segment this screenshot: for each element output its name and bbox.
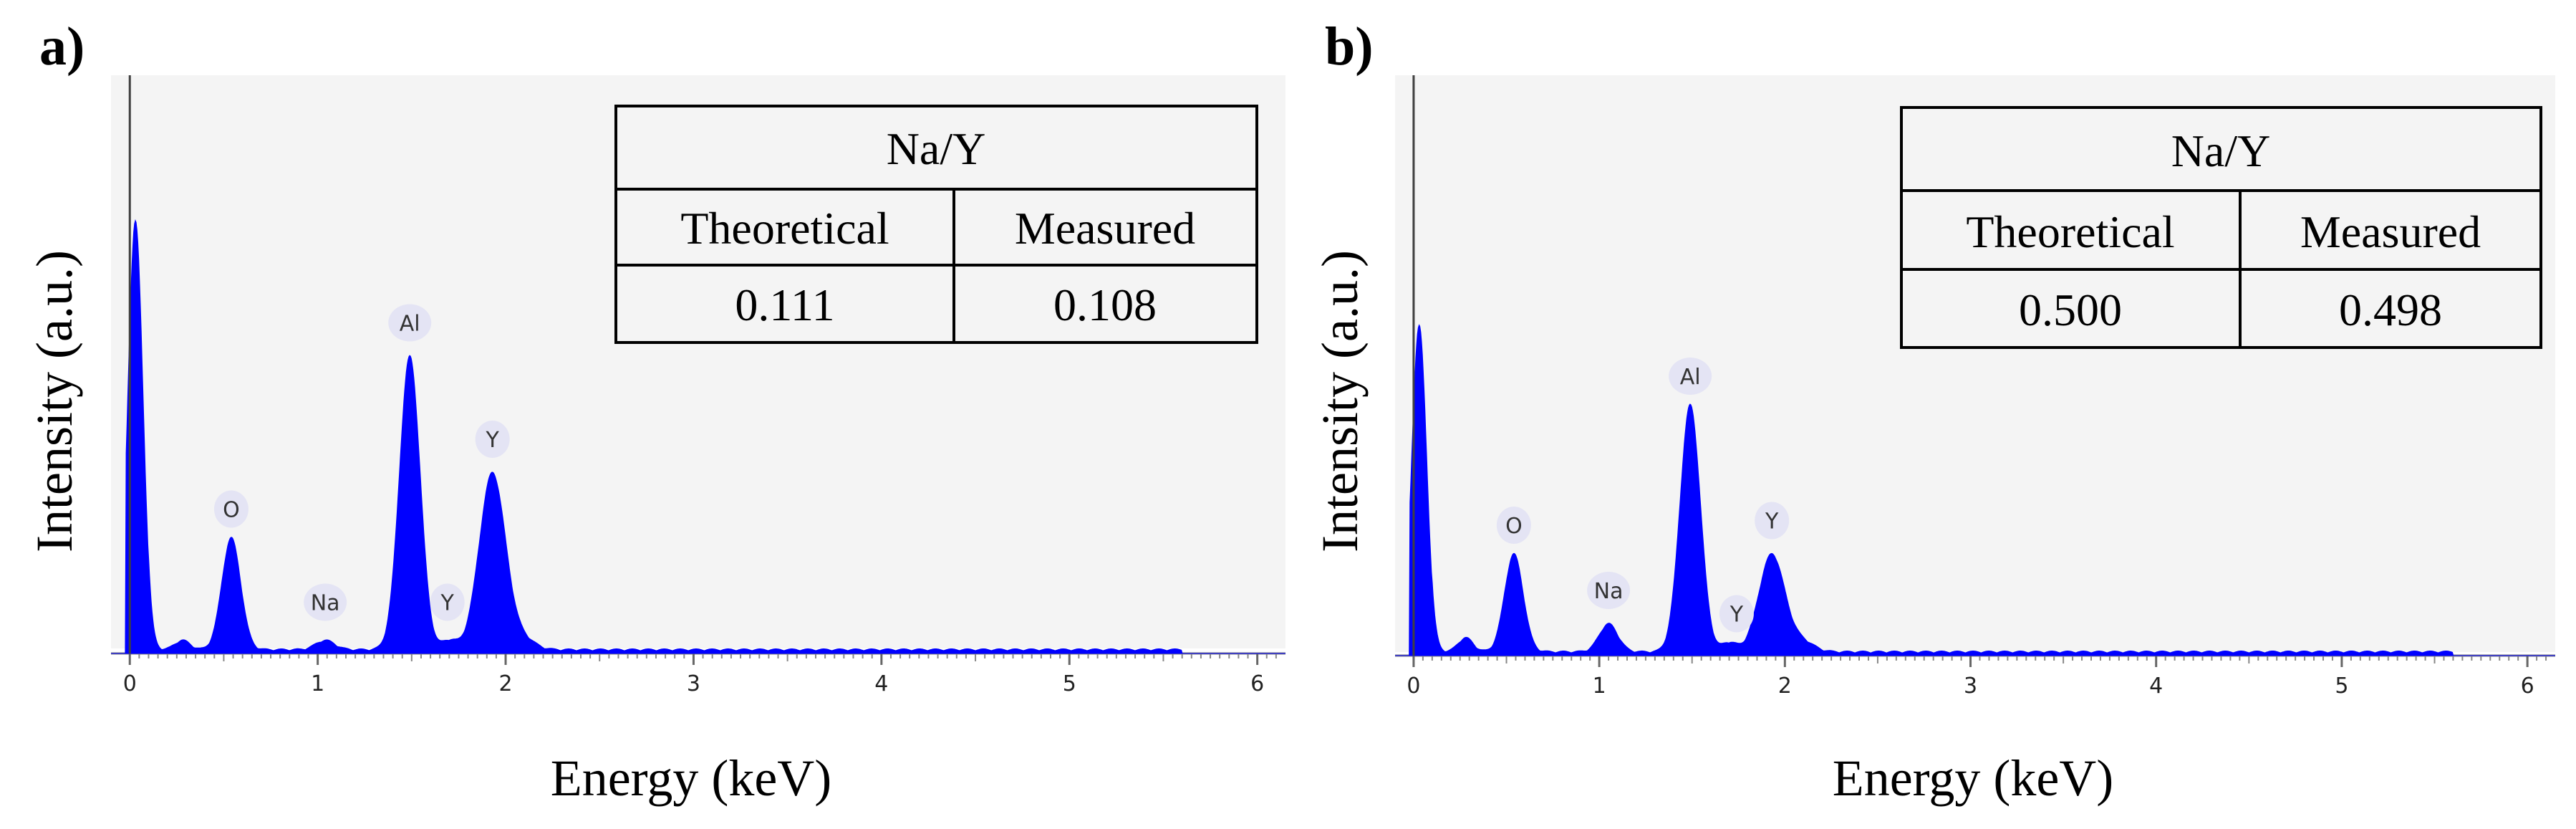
peak-label-text: Al xyxy=(1680,365,1701,390)
panel-a-x-tick-label: 0 xyxy=(123,671,137,696)
panel-b-spectrum xyxy=(1395,75,2555,656)
peak-label-bubble xyxy=(213,490,249,528)
peak-label-text: Y xyxy=(486,428,500,453)
panel-b-peak-label-o: O xyxy=(1496,507,1531,544)
panel-b-x-tick-label: 6 xyxy=(2521,674,2534,699)
panel-a-x-axis-label: Energy (keV) xyxy=(551,749,832,807)
panel-a-x-tick-label: 1 xyxy=(311,671,324,696)
panel-a-table-border xyxy=(614,105,1258,344)
panel-a-table-value-measured: 0.108 xyxy=(1053,279,1157,330)
panel-a-table-header-theoretical: Theoretical xyxy=(680,203,889,254)
peak-label-bubble xyxy=(304,583,347,621)
peak-label-text: Y xyxy=(440,591,455,616)
panel-b-table-value-theoretical: 0.500 xyxy=(2019,284,2122,335)
panel-a-spectrum-area xyxy=(111,219,1285,654)
panel-b-inset-table: Na/Y Theoretical Measured 0.500 0.498 xyxy=(1900,106,2542,349)
panel-a-table-value-theoretical: 0.111 xyxy=(735,279,834,330)
panel-b-x-tick-label: 3 xyxy=(1964,674,1977,699)
panel-a-x-tick-label: 2 xyxy=(498,671,512,696)
peak-label-text: O xyxy=(223,498,240,523)
panel-b-table-border xyxy=(1900,106,2542,349)
panel-a-label: a) xyxy=(39,16,85,77)
panel-b-table-header-theoretical: Theoretical xyxy=(1966,206,2174,257)
peak-label-bubble xyxy=(1755,502,1790,540)
peak-label-text: Na xyxy=(311,591,340,616)
panel-b-y-axis-label: Intensity (a.u.) xyxy=(1311,250,1369,552)
panel-a-peak-label-o: O xyxy=(213,490,249,528)
peak-label-text: Y xyxy=(1765,509,1779,535)
peak-label-text: Na xyxy=(1594,579,1624,604)
panel-b-peak-label-y: Y xyxy=(1719,595,1754,633)
panel-a-table-title: Na/Y xyxy=(887,123,986,174)
panel-b-table-header-measured: Measured xyxy=(2300,206,2481,257)
peak-label-bubble xyxy=(430,583,465,621)
panel-b: b) Intensity (a.u.) Energy (keV) 0 1 2 3 4 5 6… xyxy=(1311,16,2555,807)
peak-label-bubble xyxy=(1719,595,1754,633)
peak-label-bubble xyxy=(475,421,510,458)
peak-label-bubble xyxy=(1587,572,1631,609)
panel-a-inset-table: Na/Y Theoretical Measured 0.111 0.108 xyxy=(614,105,1258,344)
panel-a-x-tick-label: 3 xyxy=(687,671,700,696)
panel-a-x-tick-label: 4 xyxy=(874,671,888,696)
panel-b-peak-label-al: Al xyxy=(1669,358,1712,395)
peak-label-text: O xyxy=(1505,514,1523,539)
peak-label-text: Y xyxy=(1730,603,1744,628)
panel-b-peak-label-na: Na xyxy=(1587,572,1631,609)
panel-b-x-tick-label: 2 xyxy=(1778,674,1792,699)
panel-a-peak-label-na: Na xyxy=(304,583,347,621)
panel-b-x-tick-label: 1 xyxy=(1593,674,1606,699)
panel-a-peak-label-y: Y xyxy=(475,421,510,458)
peak-label-bubble xyxy=(388,304,432,342)
panel-b-x-tick-label: 0 xyxy=(1407,674,1420,699)
panel-a-spectrum xyxy=(111,75,1285,654)
panel-a-plot-area xyxy=(111,75,1285,648)
peak-label-bubble xyxy=(1496,507,1531,544)
panel-a-table-header-measured: Measured xyxy=(1015,203,1195,254)
panel-b-label: b) xyxy=(1325,16,1374,77)
panel-b-plot-area xyxy=(1395,75,2555,652)
panel-a-peak-label-y: Y xyxy=(430,583,465,621)
panel-b-peak-labels: O Na Al Y Y xyxy=(1496,358,1790,633)
panel-b-x-axis-label: Energy (keV) xyxy=(1833,749,2114,807)
panel-a-peak-label-al: Al xyxy=(388,304,432,342)
panel-a-y-axis-label: Intensity (a.u.) xyxy=(26,250,83,552)
panel-b-x-ticks: 0 1 2 3 4 5 6 xyxy=(1395,654,2555,699)
panel-a: a) Intensity (a.u.) Energy (keV) 0 1 2 3 4 5 6… xyxy=(26,16,1285,807)
panel-a-x-ticks: 0 1 2 3 4 5 6 xyxy=(111,652,1285,696)
panel-b-peak-label-y: Y xyxy=(1755,502,1790,540)
panel-a-peak-labels: O Na Al Y Y xyxy=(213,304,510,621)
panel-b-x-tick-label: 5 xyxy=(2335,674,2348,699)
peak-label-text: Al xyxy=(400,312,420,337)
panel-b-x-tick-label: 4 xyxy=(2149,674,2163,699)
peak-label-bubble xyxy=(1669,358,1712,395)
panel-b-table-value-measured: 0.498 xyxy=(2339,284,2442,335)
panel-b-table-title: Na/Y xyxy=(2171,125,2271,176)
panel-a-x-tick-label: 6 xyxy=(1250,671,1264,696)
panel-a-x-tick-label: 5 xyxy=(1063,671,1076,696)
panel-b-spectrum-area xyxy=(1395,324,2555,656)
